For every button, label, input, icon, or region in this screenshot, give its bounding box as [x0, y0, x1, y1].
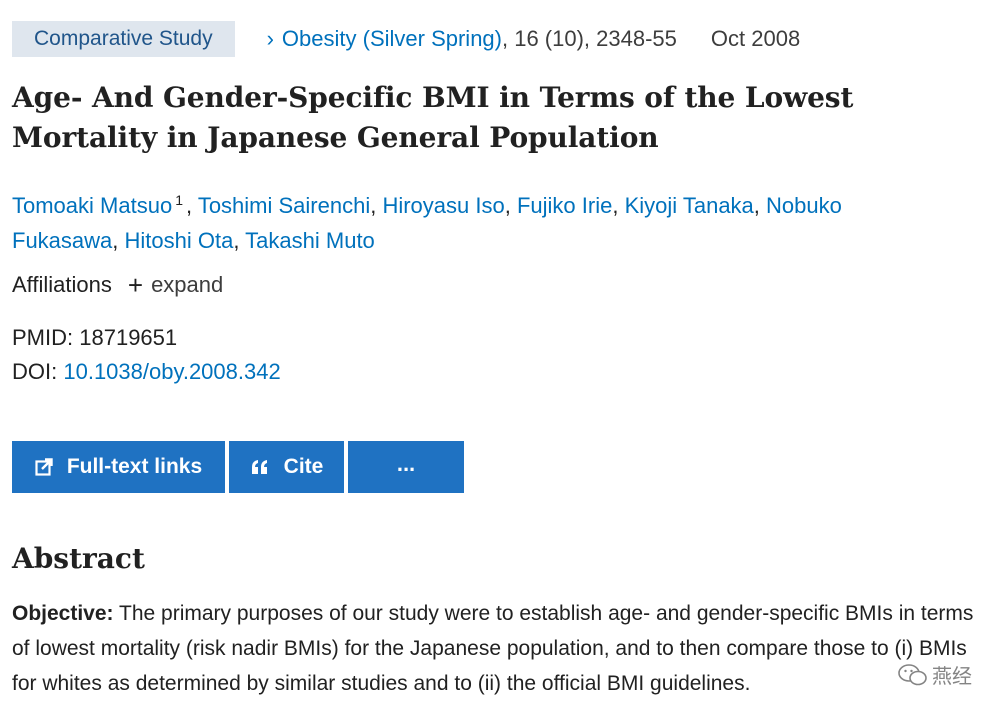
- author-link[interactable]: Nobuko Fukasawa: [12, 193, 842, 253]
- author-link[interactable]: Hitoshi Ota: [124, 228, 234, 253]
- expand-label: expand: [151, 272, 224, 297]
- quote-icon: [251, 460, 267, 474]
- doi-label: DOI:: [12, 359, 58, 384]
- article-meta: Comparative Study › Obesity (Silver Spri…: [12, 21, 800, 57]
- author-link[interactable]: Takashi Muto: [245, 228, 375, 253]
- affiliations-label: Affiliations: [12, 272, 112, 297]
- affiliations-toggle[interactable]: Affiliations + expand: [12, 272, 223, 298]
- journal-citation: , 16 (10), 2348-55: [502, 26, 677, 51]
- abstract-objective: Objective: The primary purposes of our s…: [12, 596, 977, 701]
- cite-button[interactable]: Cite: [229, 441, 344, 493]
- doi-link[interactable]: 10.1038/oby.2008.342: [63, 359, 281, 384]
- more-options-button[interactable]: ...: [348, 441, 464, 493]
- cite-label: Cite: [283, 455, 324, 478]
- pmid-label: PMID:: [12, 325, 74, 350]
- pmid-value: 18719651: [79, 325, 178, 350]
- author-link[interactable]: Hiroyasu Iso: [382, 193, 505, 218]
- external-link-icon: [35, 458, 53, 476]
- objective-text: The primary purposes of our study were t…: [12, 602, 974, 695]
- chevron-right-icon: ›: [266, 26, 274, 51]
- publication-date: Oct 2008: [710, 26, 801, 51]
- author-link[interactable]: Tomoaki Matsuo: [12, 193, 173, 218]
- journal-link[interactable]: Obesity (Silver Spring): [281, 26, 502, 51]
- full-text-links-label: Full-text links: [66, 455, 203, 478]
- pmid-row: PMID: 18719651: [12, 325, 177, 351]
- author-link[interactable]: Toshimi Sairenchi: [197, 193, 371, 218]
- objective-label: Objective:: [12, 602, 114, 625]
- wechat-icon: [898, 663, 927, 685]
- author-link[interactable]: Kiyoji Tanaka: [624, 193, 754, 218]
- plus-icon: +: [127, 270, 144, 300]
- article-title: Age- And Gender-Specific BMI in Terms of…: [12, 81, 854, 154]
- action-buttons: Full-text links Cite ...: [12, 441, 468, 493]
- doi-row: DOI: 10.1038/oby.2008.342: [12, 359, 281, 385]
- full-text-links-button[interactable]: Full-text links: [12, 441, 225, 493]
- abstract-heading: Abstract: [12, 542, 145, 575]
- watermark: 燕经: [898, 660, 972, 689]
- author-link[interactable]: Fujiko Irie: [516, 193, 613, 218]
- watermark-text: 燕经: [932, 664, 972, 688]
- author-list: Tomoaki Matsuo 1, Toshimi Sairenchi, Hiro…: [12, 192, 842, 253]
- article-type-badge[interactable]: Comparative Study: [12, 21, 235, 57]
- affiliation-marker[interactable]: 1: [175, 192, 183, 208]
